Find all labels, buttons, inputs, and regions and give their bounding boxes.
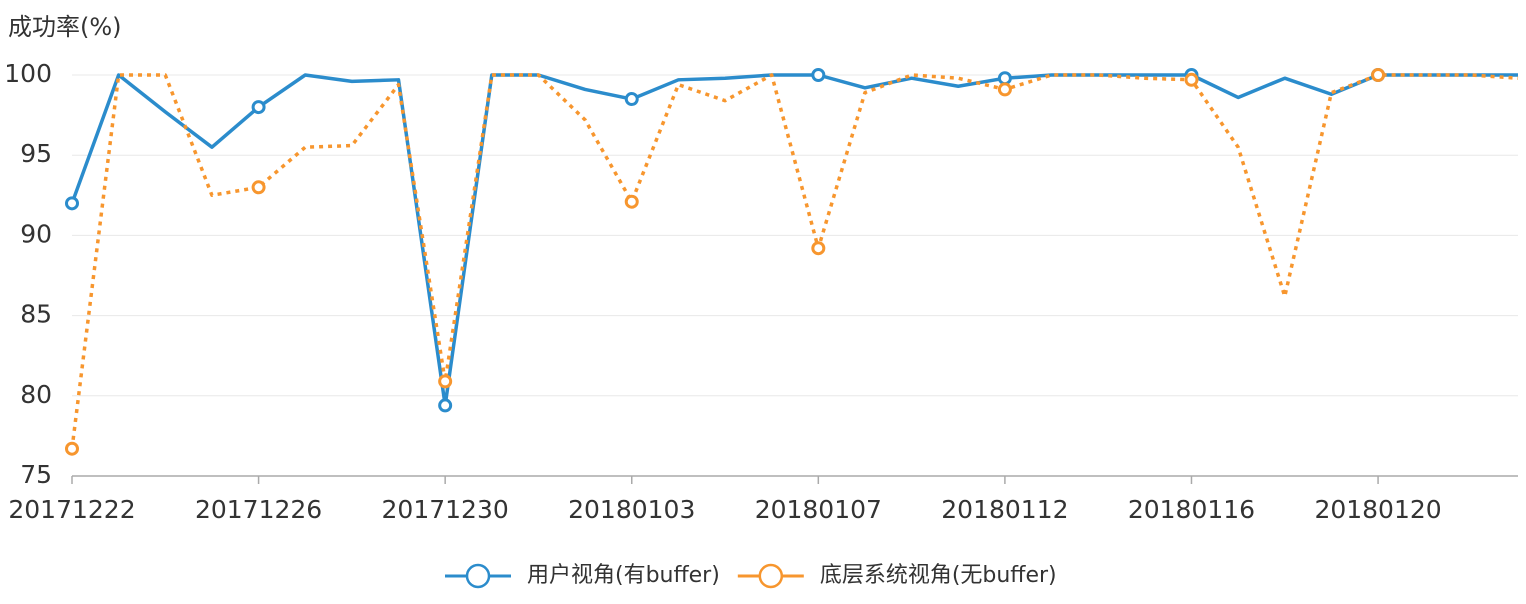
point-marker <box>251 100 266 115</box>
point-marker <box>811 241 826 256</box>
x-tick-label: 20180103 <box>568 495 695 524</box>
x-tick-label: 20180112 <box>941 495 1068 524</box>
y-tick-label: 75 <box>20 460 52 489</box>
y-tick-label: 85 <box>20 300 52 329</box>
x-tick-label: 20171222 <box>8 495 135 524</box>
point-marker <box>811 68 826 82</box>
y-tick-label: 90 <box>20 219 52 248</box>
point-marker <box>997 82 1012 97</box>
legend-marker <box>758 563 784 589</box>
point-marker <box>1184 72 1199 87</box>
point-marker <box>438 374 453 389</box>
legend-label: 底层系统视角(无buffer) <box>820 563 1057 588</box>
x-tick-label: 20180120 <box>1314 495 1441 524</box>
point-marker <box>1371 68 1386 82</box>
y-tick-label: 95 <box>20 139 52 168</box>
point-marker <box>65 196 79 211</box>
point-marker <box>997 71 1012 86</box>
y-tick-label: 80 <box>20 380 52 409</box>
point-marker <box>65 441 79 456</box>
x-tick-label: 20171230 <box>382 495 509 524</box>
point-marker <box>624 92 639 107</box>
series-line <box>70 73 1518 408</box>
x-tick-label: 20180107 <box>755 495 882 524</box>
y-tick-label: 100 <box>4 59 52 88</box>
point-marker <box>438 398 453 413</box>
point-marker <box>624 194 639 209</box>
x-tick-label: 20171226 <box>195 495 322 524</box>
x-tick-label: 20180116 <box>1128 495 1255 524</box>
y-axis-label: 成功率(%) <box>8 13 122 41</box>
legend-marker <box>465 563 491 589</box>
series-line <box>70 73 1519 449</box>
legend-label: 用户视角(有buffer) <box>527 563 720 588</box>
point-marker <box>251 180 266 195</box>
